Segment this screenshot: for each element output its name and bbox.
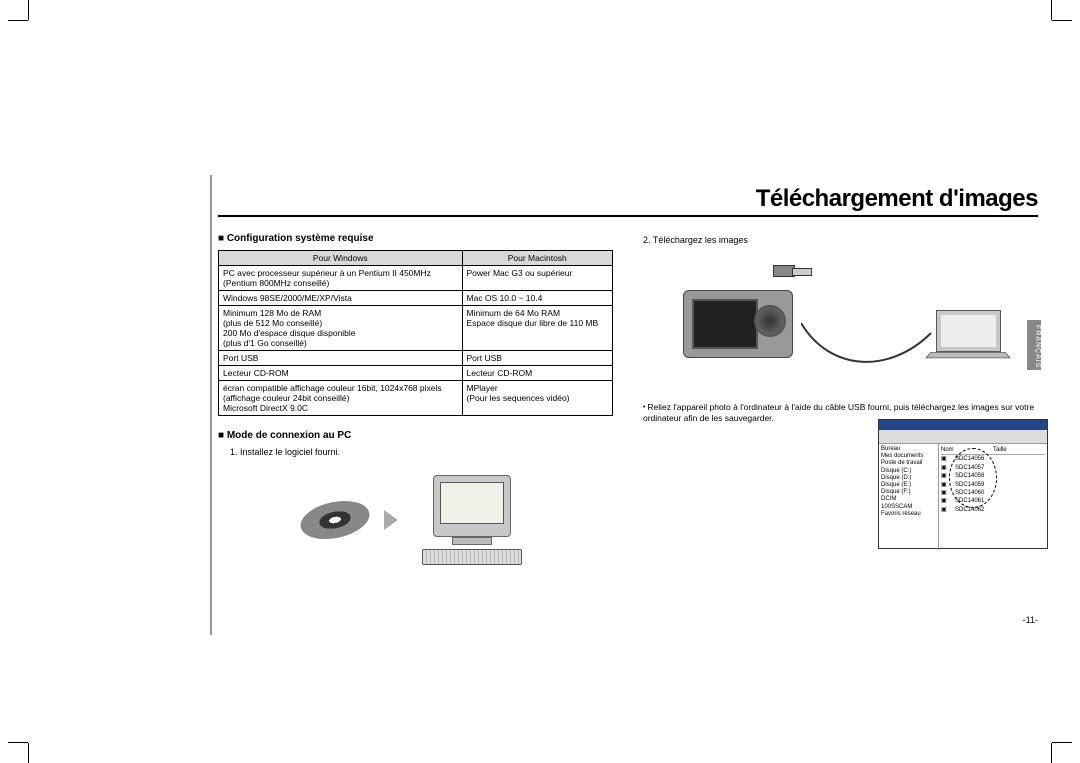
col-header: Taille bbox=[993, 446, 1045, 454]
tree-item: Disque (C:) bbox=[881, 468, 936, 475]
page-spine bbox=[210, 175, 212, 635]
td: écran compatible affichage couleur 16bit… bbox=[219, 381, 463, 416]
left-column: Configuration système requise Pour Windo… bbox=[218, 229, 613, 565]
tree-item: Disque (D:) bbox=[881, 475, 936, 482]
cropmark bbox=[28, 0, 29, 20]
manual-page: Téléchargement d'images FRANÇAIS Configu… bbox=[218, 185, 1038, 625]
td: Minimum de 64 Mo RAM Espace disque dur l… bbox=[462, 306, 612, 351]
desktop-pc-icon bbox=[412, 475, 532, 565]
heading-sysreq: Configuration système requise bbox=[218, 233, 613, 244]
cropmark bbox=[1052, 742, 1072, 743]
system-requirements-table: Pour Windows Pour Macintosh PC avec proc… bbox=[218, 250, 613, 416]
step2-text: 2. Téléchargez les images bbox=[643, 235, 1038, 245]
illustration-connect bbox=[643, 255, 1038, 390]
page-title: Téléchargement d'images bbox=[756, 185, 1038, 212]
td: Minimum 128 Mo de RAM (plus de 512 Mo co… bbox=[219, 306, 463, 351]
step1-text: 1. Installez le logiciel fourni. bbox=[230, 447, 613, 457]
right-column: 2. Téléchargez les images Reliez l'appar… bbox=[643, 229, 1038, 565]
td: Power Mac G3 ou supérieur bbox=[462, 266, 612, 291]
cropmark bbox=[8, 20, 28, 21]
cropmark bbox=[28, 743, 29, 763]
arrow-icon bbox=[384, 510, 398, 530]
tree-item: Poste de travail bbox=[881, 460, 936, 467]
td: Lecteur CD-ROM bbox=[219, 366, 463, 381]
tree-item: 100SSCAM bbox=[881, 504, 936, 511]
cropmark bbox=[8, 742, 28, 743]
td: Lecteur CD-ROM bbox=[462, 366, 612, 381]
td: Port USB bbox=[219, 351, 463, 366]
tree-item: DCIM bbox=[881, 496, 936, 503]
cd-icon bbox=[297, 495, 373, 545]
tree-item: Favoris réseau bbox=[881, 511, 936, 518]
td: Windows 98SE/2000/ME/XP/Vista bbox=[219, 291, 463, 306]
page-number: -11- bbox=[1023, 615, 1038, 625]
usb-cable-icon bbox=[801, 303, 941, 373]
title-bar: Téléchargement d'images bbox=[218, 185, 1038, 217]
camera-icon bbox=[683, 290, 793, 358]
td: PC avec processeur supérieur à un Pentiu… bbox=[219, 266, 463, 291]
th-windows: Pour Windows bbox=[219, 251, 463, 266]
highlight-circle bbox=[949, 448, 997, 508]
file-explorer-screenshot: Bureau Mes documents Poste de travail Di… bbox=[878, 419, 1048, 549]
td: Port USB bbox=[462, 351, 612, 366]
th-mac: Pour Macintosh bbox=[462, 251, 612, 266]
laptop-icon bbox=[928, 310, 1008, 359]
cropmark bbox=[1051, 743, 1052, 763]
td: Mac OS 10.0 ~ 10.4 bbox=[462, 291, 612, 306]
heading-connect: Mode de connexion au PC bbox=[218, 430, 613, 441]
tree-item: Disque (F:) bbox=[881, 489, 936, 496]
cropmark bbox=[1052, 20, 1072, 21]
illustration-install bbox=[218, 475, 613, 565]
cropmark bbox=[1051, 0, 1052, 20]
usb-plug-icon bbox=[773, 265, 795, 277]
tree-item: Mes documents bbox=[881, 453, 936, 460]
tree-item: Bureau bbox=[881, 446, 936, 453]
td: MPlayer (Pour les sequences vidéo) bbox=[462, 381, 612, 416]
explorer-tree: Bureau Mes documents Poste de travail Di… bbox=[879, 444, 939, 550]
tree-item: Disque (E:) bbox=[881, 482, 936, 489]
